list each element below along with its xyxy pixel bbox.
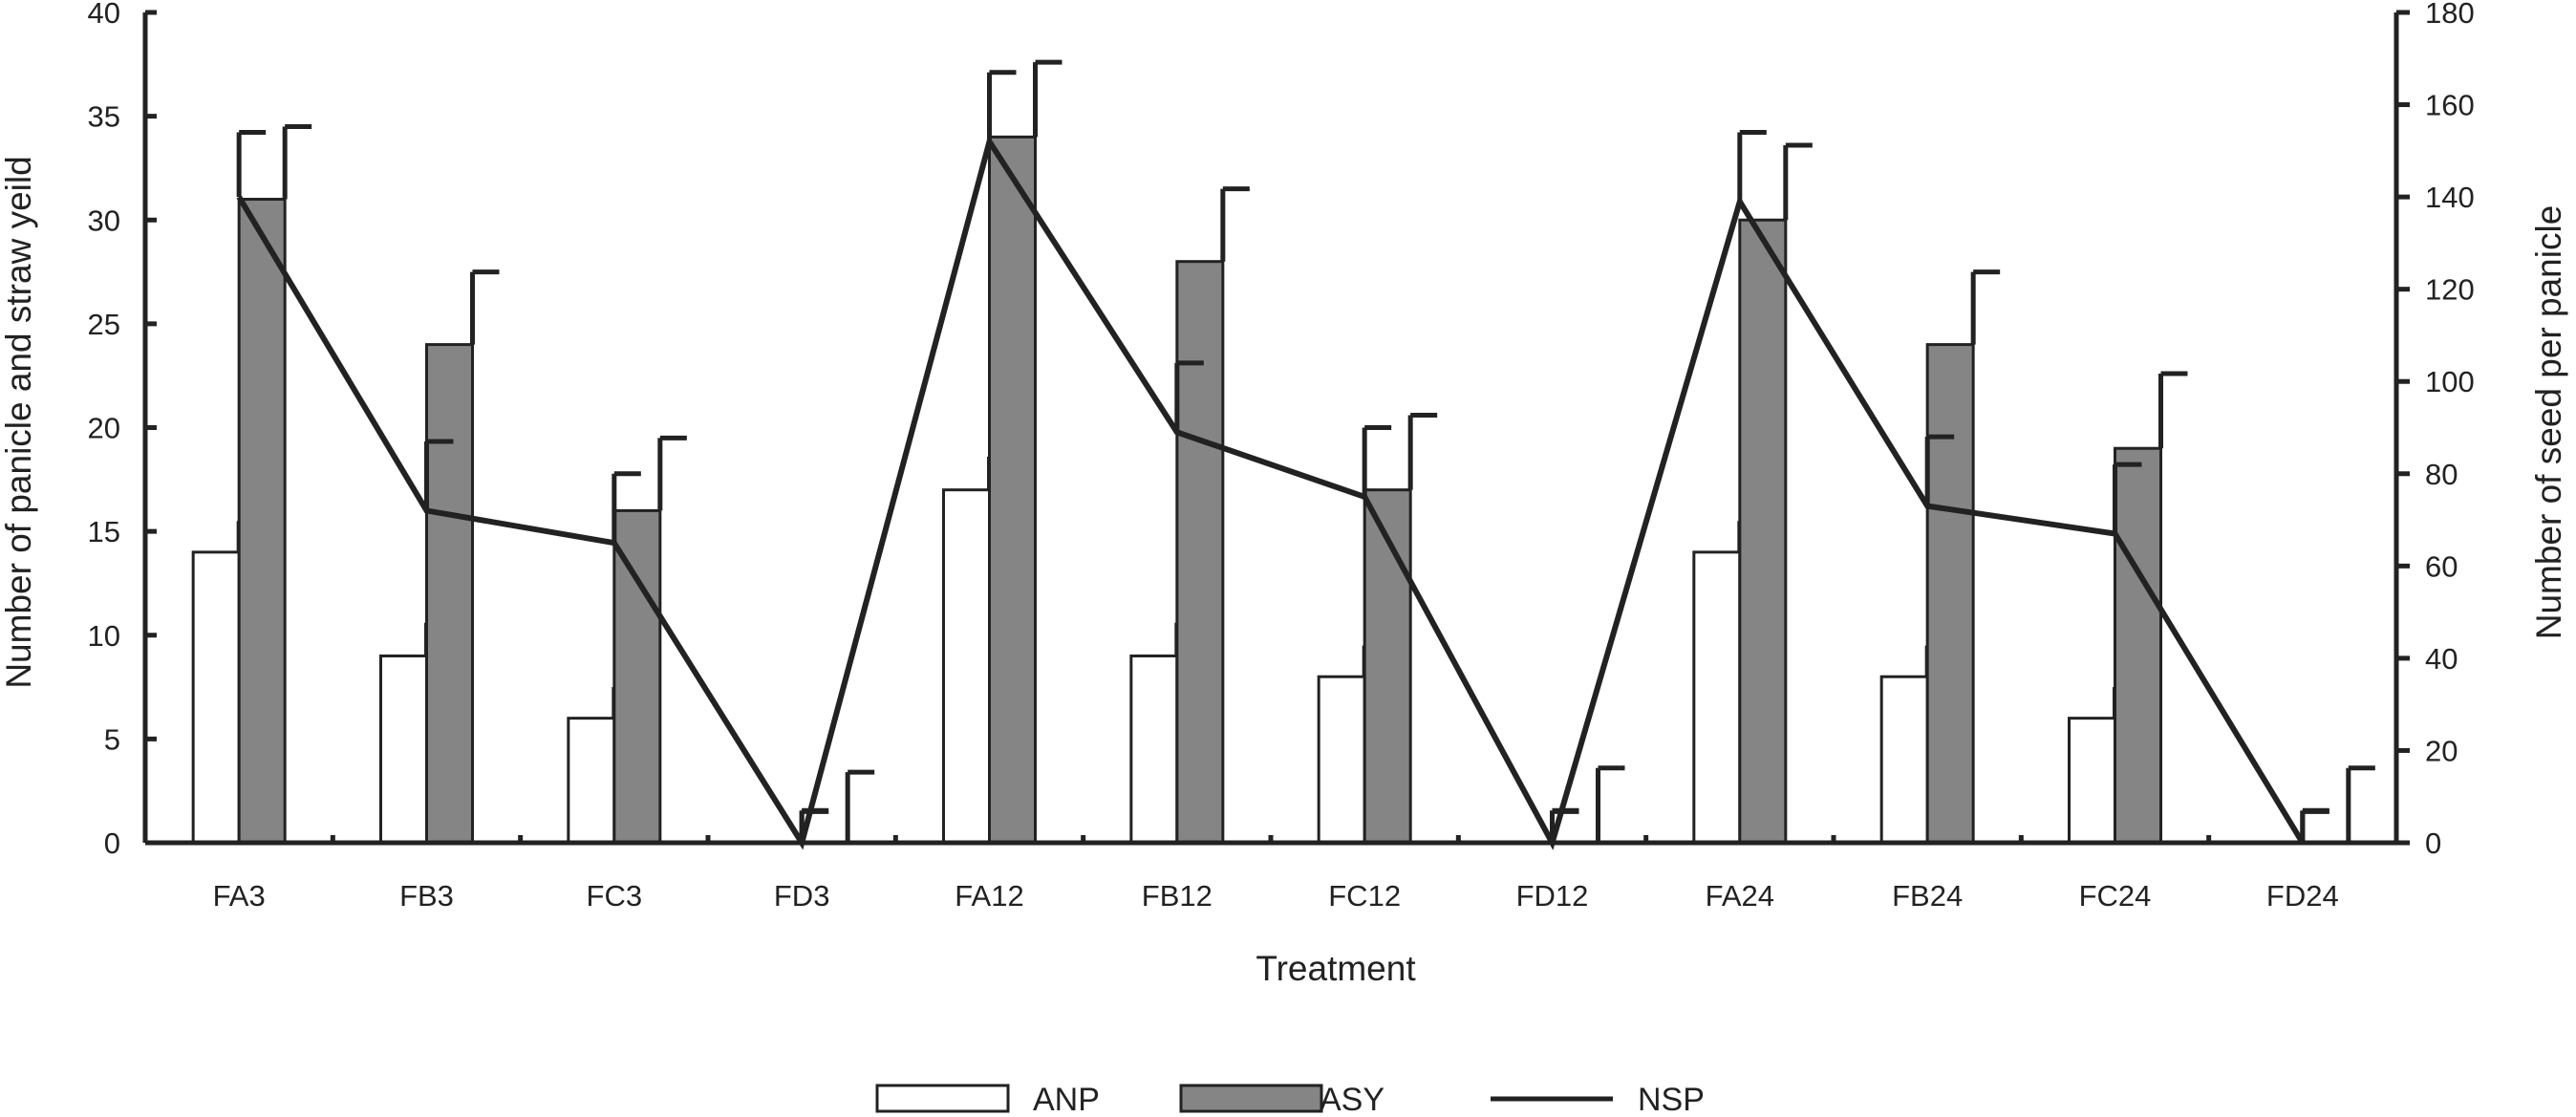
bar-anp-fb12 — [1129, 654, 1179, 845]
x-tick-label-fd12: FD12 — [1516, 879, 1589, 913]
line-layer — [236, 134, 2306, 850]
legend-label-asy: ASY — [1320, 1082, 1385, 1117]
y-left-tick-label-0: 0 — [104, 827, 120, 860]
line-nsp — [236, 134, 2306, 850]
y-left-tick-label-5: 5 — [104, 722, 120, 756]
y-right-tick-label-180: 180 — [2425, 0, 2475, 30]
bar-asy-fc3 — [612, 508, 662, 845]
bar-anp-fa12 — [942, 488, 991, 845]
bar-asy-fc12 — [1363, 488, 1412, 845]
x-tick-label-fb12: FB12 — [1142, 879, 1213, 913]
x-tick-label-fa24: FA24 — [1706, 879, 1774, 913]
bar-asy-fa12 — [988, 135, 1037, 845]
y-axis-right-title: Number of seed per panicle — [2529, 205, 2568, 640]
y-right-tick-label-160: 160 — [2425, 89, 2475, 122]
y-right-tick-label-80: 80 — [2425, 458, 2458, 491]
legend-label-nsp: NSP — [1638, 1082, 1705, 1117]
y-axis-left-title: Number of panicle and straw yeild — [0, 156, 38, 688]
bar-anp-fb24 — [1879, 675, 1929, 845]
bar-anp-fa3 — [191, 550, 241, 845]
legend-label-anp: ANP — [1033, 1082, 1100, 1117]
bar-anp-fc3 — [567, 717, 616, 845]
bar-anp-fb3 — [379, 654, 428, 845]
y-right-tick-label-0: 0 — [2425, 827, 2441, 860]
y-left-tick-label-35: 35 — [88, 100, 120, 134]
y-right-tick-label-40: 40 — [2425, 642, 2458, 676]
y-left-tick-label-25: 25 — [88, 308, 120, 341]
bars-layer — [191, 59, 2375, 845]
legend-item-nsp: NSP — [1491, 1082, 1705, 1117]
legend-swatch-anp — [875, 1084, 1010, 1113]
x-tick-label-fb3: FB3 — [399, 879, 454, 913]
bar-anp-fc24 — [2068, 717, 2116, 845]
bar-asy-fb24 — [1925, 343, 1975, 845]
y-left-tick-label-15: 15 — [88, 515, 120, 548]
bar-anp-fa24 — [1692, 550, 1742, 845]
y-right-tick-label-100: 100 — [2425, 365, 2475, 398]
x-axis-title: Treatment — [1256, 949, 1416, 988]
bar-asy-fa3 — [237, 198, 287, 845]
y-left-tick-label-30: 30 — [88, 204, 120, 237]
y-right-tick-label-60: 60 — [2425, 549, 2458, 583]
x-tick-label-fa12: FA12 — [955, 879, 1023, 913]
x-tick-label-fc24: FC24 — [2079, 879, 2152, 913]
bar-asy-fb12 — [1175, 260, 1225, 845]
y-left-tick-label-20: 20 — [88, 412, 120, 445]
legend-swatch-asy — [1179, 1084, 1323, 1113]
x-tick-label-fc12: FC12 — [1328, 879, 1401, 913]
x-tick-label-fb24: FB24 — [1892, 879, 1963, 913]
y-left-tick-label-40: 40 — [88, 0, 120, 30]
x-tick-label-fd3: FD3 — [774, 879, 830, 913]
x-tick-label-fc3: FC3 — [587, 879, 643, 913]
legend: ANP ASY NSP — [875, 1082, 1705, 1117]
bar-asy-fa24 — [1738, 218, 1788, 845]
legend-item-asy: ASY — [1179, 1082, 1385, 1117]
y-right-tick-label-20: 20 — [2425, 734, 2458, 767]
y-left-tick-label-10: 10 — [88, 619, 120, 653]
bar-asy-fc24 — [2114, 446, 2162, 845]
bar-asy-fb3 — [425, 343, 474, 845]
x-tick-label-fd24: FD24 — [2266, 879, 2339, 913]
axes-layer: FA3 FB3 FC3 FD3 FA12 FB12 FC12 FD12 FA24 FB24 FC24… — [88, 0, 2475, 913]
x-tick-label-fa3: FA3 — [213, 879, 266, 913]
y-right-tick-label-140: 140 — [2425, 181, 2475, 214]
legend-item-anp: ANP — [875, 1082, 1100, 1117]
y-right-tick-label-120: 120 — [2425, 273, 2475, 307]
bar-anp-fc12 — [1317, 675, 1366, 845]
